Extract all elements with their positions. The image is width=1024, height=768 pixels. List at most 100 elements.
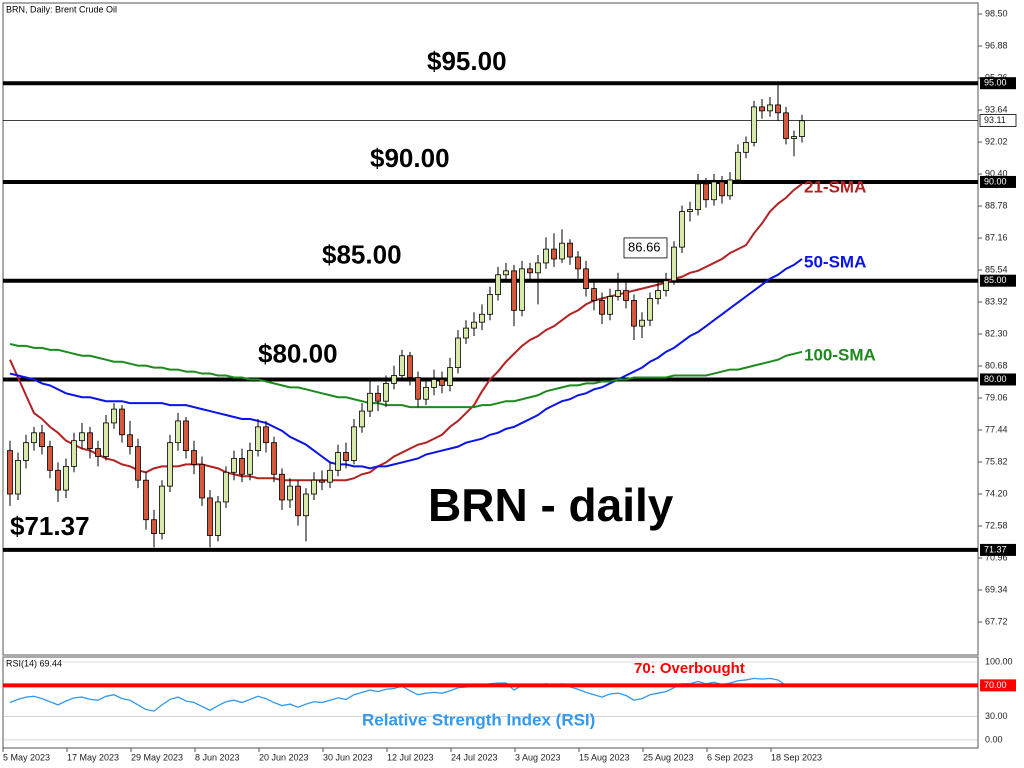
candle-body <box>79 432 85 442</box>
candle-body <box>7 450 13 495</box>
y-tick-label: 100.00 <box>985 656 1013 666</box>
level-price-label: 71.37 <box>984 544 1007 554</box>
candle-body <box>743 142 749 153</box>
candle-body <box>607 296 613 315</box>
candle-body <box>399 355 405 376</box>
candle-body <box>223 471 229 503</box>
candle-body <box>175 420 181 444</box>
level-price-label: 85.00 <box>984 275 1007 285</box>
candle-body <box>183 420 189 451</box>
level-price-label: 90.00 <box>984 176 1007 186</box>
candle-body <box>351 426 357 461</box>
rsi-name: Relative Strength Index (RSI) <box>362 710 595 729</box>
candle-body <box>391 375 397 384</box>
candle-body <box>647 298 653 321</box>
y-tick-label: 85.54 <box>985 264 1008 274</box>
candle-body <box>167 442 173 487</box>
candle-body <box>143 479 149 521</box>
x-tick-label: 6 Sep 2023 <box>707 752 753 762</box>
candle-body <box>775 104 781 114</box>
chart-title: BRN, Daily: Brent Crude Oil <box>6 4 117 14</box>
candle-body <box>319 479 325 483</box>
x-tick-label: 24 Jul 2023 <box>451 752 498 762</box>
candle-body <box>735 151 741 181</box>
candle-body <box>479 313 485 323</box>
y-tick-label: 88.78 <box>985 200 1008 210</box>
x-tick-label: 12 Jul 2023 <box>387 752 434 762</box>
candle-body <box>191 450 197 465</box>
candle-body <box>303 493 309 517</box>
candle-body <box>231 458 237 473</box>
candle-body <box>327 469 333 483</box>
level-price-label: 80.00 <box>984 374 1007 384</box>
candle-body <box>215 501 221 536</box>
x-tick-label: 25 Aug 2023 <box>643 752 694 762</box>
candle-body <box>239 458 245 475</box>
candle-body <box>535 262 541 274</box>
y-tick-label: 83.92 <box>985 296 1008 306</box>
candle-body <box>103 422 109 457</box>
chart-annotation: BRN - daily <box>428 479 674 531</box>
candle-body <box>375 392 381 402</box>
candle-body <box>207 497 213 536</box>
candle-body <box>87 432 93 449</box>
candle-body <box>127 434 133 448</box>
sma-label: 21-SMA <box>804 177 866 196</box>
x-tick-label: 3 Aug 2023 <box>515 752 561 762</box>
x-tick-label: 8 Jun 2023 <box>195 752 240 762</box>
y-tick-label: 80.68 <box>985 360 1008 370</box>
y-tick-label: 90.40 <box>985 168 1008 178</box>
candle-body <box>151 519 157 534</box>
candle-body <box>791 136 797 139</box>
candle-body <box>527 268 533 274</box>
y-tick-label: 72.58 <box>985 520 1008 530</box>
candle-body <box>663 280 669 291</box>
candle-body <box>599 300 605 315</box>
y-tick-label: 96.88 <box>985 40 1008 50</box>
level-annotation: $85.00 <box>322 240 402 270</box>
level-annotation: $90.00 <box>370 143 450 173</box>
candle-body <box>719 181 725 197</box>
candle-body <box>367 392 373 412</box>
candle-body <box>551 248 557 260</box>
candle-body <box>495 274 501 295</box>
candle-body <box>711 181 717 201</box>
candle-body <box>47 446 53 471</box>
level-annotation: $80.00 <box>258 338 338 368</box>
candle-body <box>767 104 773 112</box>
y-tick-label: 30.00 <box>985 711 1008 721</box>
candle-body <box>271 442 277 475</box>
candle-body <box>247 450 253 475</box>
candle-body <box>287 485 293 501</box>
overbought-annotation: 70: Overbought <box>634 660 745 677</box>
candle-body <box>639 319 645 327</box>
x-tick-label: 17 May 2023 <box>67 752 119 762</box>
candle-body <box>335 452 341 471</box>
candle-body <box>39 432 45 448</box>
candle-body <box>519 268 525 311</box>
candle-body <box>439 379 445 386</box>
candle-body <box>431 379 437 388</box>
candle-body <box>463 327 469 339</box>
candle-body <box>679 211 685 248</box>
overbought-box <box>980 679 1016 692</box>
candle-body <box>95 448 101 457</box>
y-tick-label: 67.72 <box>985 616 1008 626</box>
candle-body <box>567 242 573 258</box>
sma-label: 50-SMA <box>804 252 866 271</box>
y-tick-label: 79.06 <box>985 392 1008 402</box>
candle-body <box>583 268 589 290</box>
sma-label: 100-SMA <box>804 345 876 364</box>
candle-body <box>455 337 461 369</box>
overbought-price-label: 70.00 <box>984 680 1007 690</box>
candle-body <box>55 469 61 491</box>
candle-body <box>311 479 317 495</box>
main-panel <box>2 2 979 656</box>
candle-body <box>503 270 509 276</box>
y-tick-label: 69.34 <box>985 584 1008 594</box>
candle-body <box>703 183 709 201</box>
y-tick-label: 70.96 <box>985 552 1008 562</box>
candle-body <box>255 426 261 451</box>
